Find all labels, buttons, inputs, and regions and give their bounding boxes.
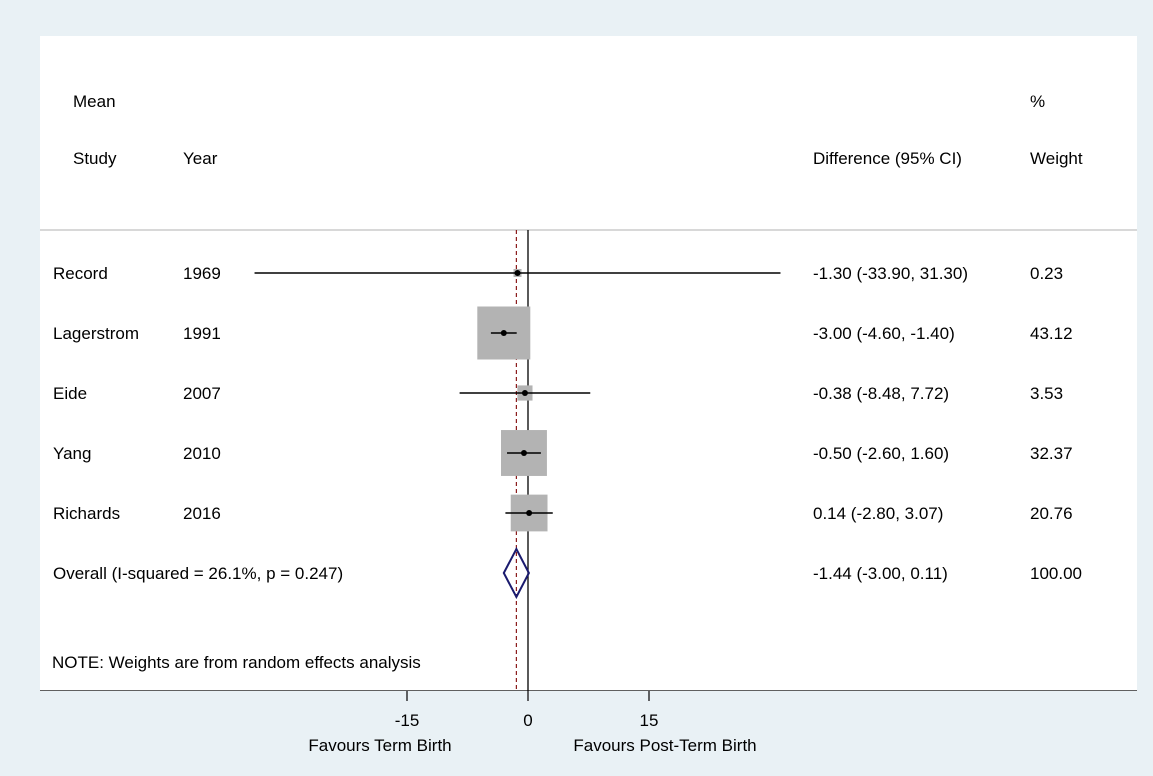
overall-label: Overall (I-squared = 26.1%, p = 0.247) (53, 564, 343, 583)
x-tick-label: 0 (523, 711, 532, 730)
study-year: 2016 (183, 504, 221, 523)
point-estimate (520, 450, 527, 456)
weight-text: 0.23 (1030, 264, 1063, 283)
header-study: Study (73, 149, 117, 168)
header-difference: Difference (95% CI) (813, 149, 962, 168)
point-estimate (526, 510, 533, 516)
forest-plot-panel: Mean Study Year Difference (95% CI) % We… (40, 36, 1137, 691)
study-name: Richards (53, 504, 120, 523)
weight-text: 20.76 (1030, 504, 1073, 523)
study-year: 1969 (183, 264, 221, 283)
header-mean: Mean (73, 92, 116, 111)
study-year: 2010 (183, 444, 221, 463)
weight-text: 32.37 (1030, 444, 1073, 463)
study-name: Record (53, 264, 108, 283)
header-weight-percent: % (1030, 92, 1045, 111)
study-rows: Record 1969 -1.30 (-33.90, 31.30) 0.23 Lager… (53, 264, 1082, 583)
x-tick-label: 15 (640, 711, 659, 730)
study-year: 1991 (183, 324, 221, 343)
point-estimate (521, 390, 528, 396)
effect-ci-text: 0.14 (-2.80, 3.07) (813, 504, 943, 523)
header-year: Year (183, 149, 218, 168)
x-axis-ticks: -15 0 15 (395, 691, 659, 730)
effect-ci-text: -0.50 (-2.60, 1.60) (813, 444, 949, 463)
footnote-background (50, 651, 421, 674)
x-tick-label: -15 (395, 711, 420, 730)
study-name: Yang (53, 444, 91, 463)
favours-right-label: Favours Post-Term Birth (573, 736, 756, 755)
favours-left-label: Favours Term Birth (308, 736, 451, 755)
study-year: 2007 (183, 384, 221, 403)
point-estimate (514, 270, 521, 276)
weight-text: 3.53 (1030, 384, 1063, 403)
plot-marks (254, 230, 781, 691)
effect-ci-text: -3.00 (-4.60, -1.40) (813, 324, 955, 343)
weight-text: 43.12 (1030, 324, 1073, 343)
study-name: Lagerstrom (53, 324, 139, 343)
study-name: Eide (53, 384, 87, 403)
forest-plot: Mean Study Year Difference (95% CI) % We… (40, 92, 1137, 691)
header-weight: Weight (1030, 149, 1083, 168)
effect-ci-text: -1.30 (-33.90, 31.30) (813, 264, 968, 283)
effect-ci-text: -0.38 (-8.48, 7.72) (813, 384, 949, 403)
overall-weight-text: 100.00 (1030, 564, 1082, 583)
footnote: NOTE: Weights are from random effects an… (52, 653, 421, 672)
overall-diamond (502, 546, 531, 600)
overall-ci-text: -1.44 (-3.00, 0.11) (813, 564, 948, 583)
point-estimate (500, 330, 507, 336)
